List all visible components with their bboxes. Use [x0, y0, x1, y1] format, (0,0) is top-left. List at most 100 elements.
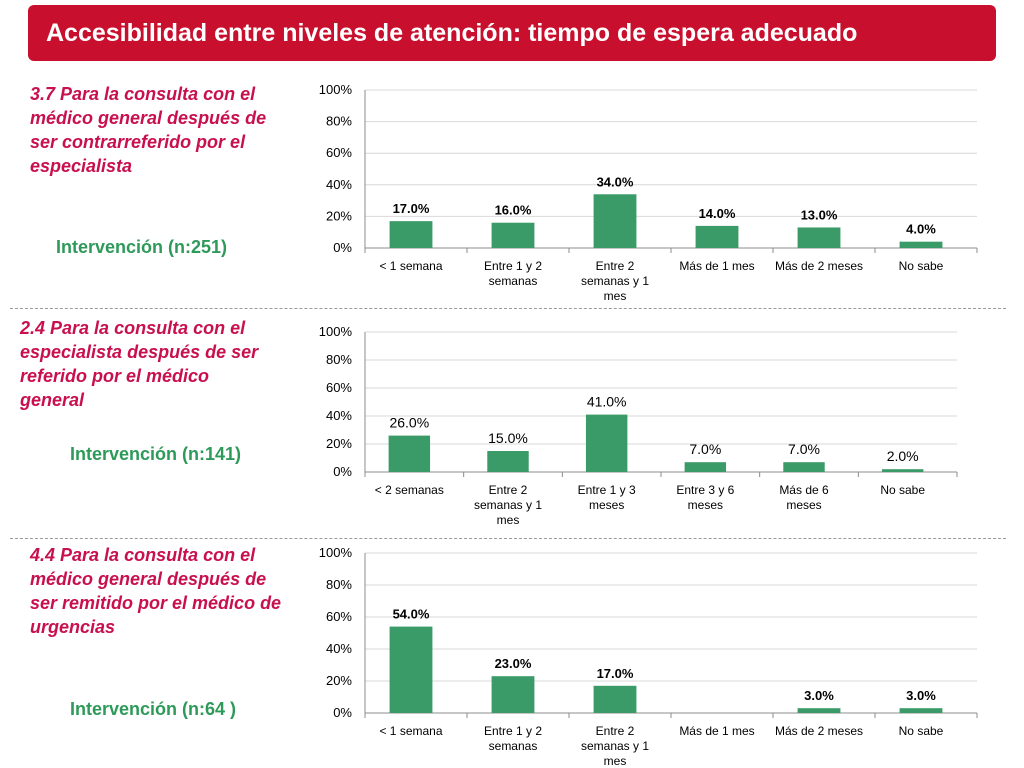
data-label: 14.0% — [699, 206, 736, 221]
chart-svg: 0% 20% 40% 60% 80% 100% 54.0% < 1 semana 23.0% En… — [319, 545, 978, 768]
x-tick-label: Entre 1 y 3 — [578, 483, 636, 497]
data-label: 34.0% — [597, 174, 634, 189]
sample-label: Intervención (n:251) — [56, 237, 228, 257]
question-line: ser remitido por el médico de — [30, 593, 282, 613]
data-label: 4.0% — [906, 222, 936, 237]
data-label: 41.0% — [587, 394, 627, 410]
section-divider — [10, 538, 1006, 539]
page-title: Accesibilidad entre niveles de atención:… — [46, 18, 858, 47]
y-tick-label: 0% — [333, 464, 352, 479]
bar — [695, 225, 739, 248]
y-tick-label: 20% — [326, 436, 352, 451]
bar — [389, 221, 433, 248]
x-tick-label: semanas — [489, 739, 538, 753]
data-label: 3.0% — [804, 688, 834, 703]
bar — [797, 708, 841, 713]
y-tick-label: 100% — [319, 324, 353, 339]
bar — [899, 708, 943, 713]
question-line: ser contrarreferido por el — [30, 132, 246, 152]
bar — [684, 462, 727, 472]
bar — [585, 414, 628, 472]
bar — [783, 462, 825, 472]
y-tick-label: 0% — [333, 240, 352, 255]
x-tick-label: Más de 6 — [779, 483, 829, 497]
y-tick-label: 20% — [326, 208, 352, 223]
x-tick-label: Más de 1 mes — [679, 259, 754, 273]
bar — [487, 451, 529, 472]
bar — [881, 469, 924, 472]
y-tick-label: 40% — [326, 408, 352, 423]
x-tick-label: Más de 2 meses — [775, 724, 863, 738]
x-tick-label: semanas — [489, 274, 538, 288]
question-line: especialista — [30, 156, 133, 176]
bar — [593, 685, 637, 713]
bar-chart-4-4: 0% 20% 40% 60% 80% 100% 54.0% < 1 semana 23.0% En… — [300, 544, 978, 768]
data-label: 13.0% — [801, 207, 838, 222]
y-tick-label: 100% — [319, 545, 353, 560]
bar — [491, 676, 535, 713]
question-line: general — [20, 390, 85, 410]
x-tick-label: No sabe — [880, 483, 925, 497]
question-line: especialista después de ser — [20, 342, 259, 362]
chart-svg: 0% 20% 40% 60% 80% 100% 26.0% < 2 semanas 15.0% E… — [319, 324, 958, 527]
title-banner: Accesibilidad entre niveles de atención:… — [28, 5, 996, 61]
y-tick-label: 40% — [326, 177, 352, 192]
data-label: 16.0% — [495, 203, 532, 218]
x-tick-label: Entre 2 — [489, 483, 528, 497]
x-tick-label: Entre 2 — [596, 724, 635, 738]
x-tick-label: semanas y 1 — [474, 498, 542, 512]
y-tick-label: 0% — [333, 705, 352, 720]
x-tick-label: < 1 semana — [379, 724, 442, 738]
data-label: 54.0% — [393, 607, 430, 622]
bar — [388, 435, 431, 472]
y-tick-label: 60% — [326, 380, 352, 395]
data-label: 3.0% — [906, 688, 936, 703]
data-label: 17.0% — [597, 666, 634, 681]
bar — [797, 227, 841, 248]
bar-chart-2-4: 0% 20% 40% 60% 80% 100% 26.0% < 2 semanas 15.0% E… — [300, 322, 960, 532]
y-tick-label: 80% — [326, 352, 352, 367]
question-line: referido por el médico — [20, 366, 210, 386]
data-label: 15.0% — [488, 430, 528, 446]
bar — [491, 222, 535, 248]
question-line: médico general después de — [30, 569, 267, 589]
x-tick-label: mes — [604, 289, 627, 303]
x-tick-label: No sabe — [899, 724, 944, 738]
x-tick-label: Entre 1 y 2 — [484, 259, 542, 273]
data-label: 7.0% — [788, 441, 820, 457]
x-tick-label: mes — [497, 513, 520, 527]
y-tick-label: 60% — [326, 609, 352, 624]
y-tick-label: 40% — [326, 641, 352, 656]
question-4-4: 4.4 Para la consulta con el médico gener… — [30, 543, 281, 639]
x-tick-label: mes — [604, 754, 627, 768]
x-tick-label: Entre 2 — [596, 259, 635, 273]
bar — [899, 241, 943, 248]
x-tick-label: No sabe — [899, 259, 944, 273]
question-line: 2.4 Para la consulta con el — [20, 318, 246, 338]
x-tick-label: meses — [589, 498, 624, 512]
y-tick-label: 20% — [326, 673, 352, 688]
data-label: 17.0% — [393, 201, 430, 216]
x-tick-label: meses — [688, 498, 723, 512]
y-tick-label: 80% — [326, 577, 352, 592]
section-divider — [10, 308, 1006, 309]
x-tick-label: Más de 2 meses — [775, 259, 863, 273]
y-tick-label: 60% — [326, 145, 352, 160]
question-3-7: 3.7 Para la consulta con el médico gener… — [30, 82, 266, 178]
x-tick-label: Entre 1 y 2 — [484, 724, 542, 738]
data-label: 23.0% — [495, 656, 532, 671]
x-tick-label: semanas y 1 — [581, 274, 649, 288]
y-tick-label: 80% — [326, 114, 352, 129]
data-label: 2.0% — [887, 448, 919, 464]
bar — [593, 194, 637, 248]
x-tick-label: semanas y 1 — [581, 739, 649, 753]
question-line: 4.4 Para la consulta con el — [30, 545, 256, 565]
x-tick-label: Más de 1 mes — [679, 724, 754, 738]
question-line: 3.7 Para la consulta con el — [30, 84, 256, 104]
data-label: 7.0% — [689, 441, 721, 457]
x-tick-label: < 1 semana — [379, 259, 442, 273]
y-tick-label: 100% — [319, 82, 353, 97]
question-line: médico general después de — [30, 108, 267, 128]
sample-label: Intervención (n:141) — [70, 444, 242, 464]
x-tick-label: < 2 semanas — [375, 483, 444, 497]
